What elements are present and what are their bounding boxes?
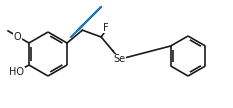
Text: F: F bbox=[103, 23, 109, 33]
Text: O: O bbox=[14, 32, 21, 41]
Text: Se: Se bbox=[114, 54, 126, 64]
Text: HO: HO bbox=[9, 67, 24, 77]
